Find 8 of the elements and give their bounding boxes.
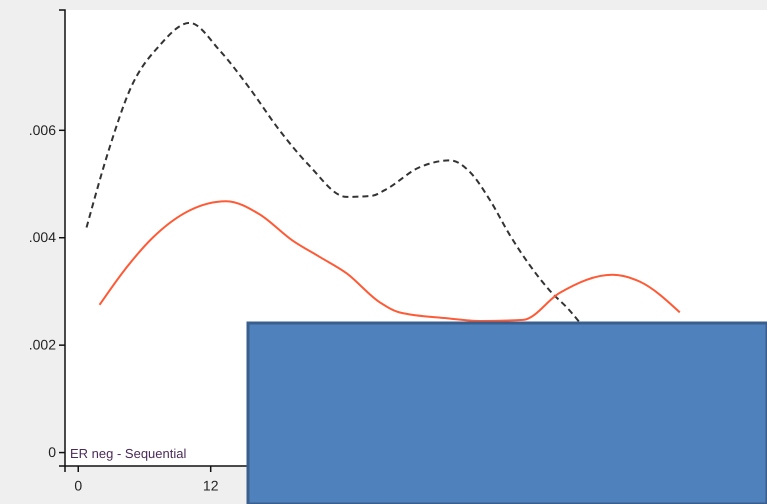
y-tick-label: .004 [28,229,56,246]
annotation: ER neg - Sequential [70,446,186,461]
line-series [86,22,580,324]
y-tick-label: 0 [48,444,56,460]
y-tick-label: .006 [28,122,56,138]
y-tick-label: .002 [28,336,56,353]
x-tick-label: 12 [202,477,219,494]
line-series [98,200,681,322]
